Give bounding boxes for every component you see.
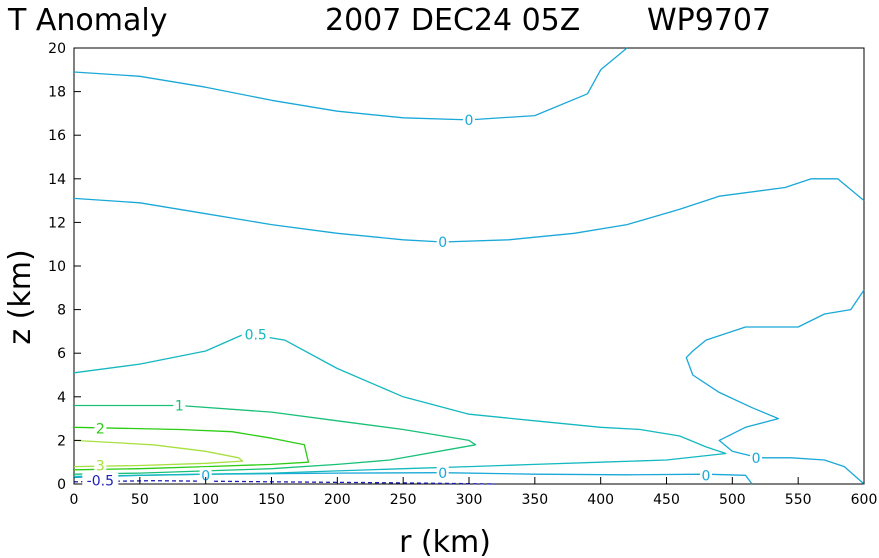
- y-tick-label-8: 8: [57, 303, 66, 319]
- y-tick-label-18: 18: [48, 85, 66, 101]
- y-axis-ticks: 0 2 4 6 8 10 12 14 16 18 20: [48, 41, 81, 493]
- contour-label-bg-6: [199, 467, 212, 483]
- contour-one: [73, 404, 477, 475]
- contour-label-7: 0: [438, 466, 447, 482]
- x-tick-label-150: 150: [258, 492, 285, 508]
- contour-label-6: 0: [201, 468, 210, 484]
- chart-title: T Anomaly 2007 DEC24 05Z WP9707: [7, 3, 771, 38]
- contour-label-0: 0: [465, 113, 474, 129]
- contour-zero-mid: [73, 178, 865, 243]
- x-tick-label-300: 300: [456, 492, 483, 508]
- x-tick-label-400: 400: [587, 492, 614, 508]
- y-tick-label-0: 0: [57, 477, 66, 493]
- x-tick-label-250: 250: [390, 492, 417, 508]
- contour-label-5: 3: [96, 458, 105, 474]
- contour-label-bg-4: [94, 420, 107, 436]
- y-tick-label-16: 16: [48, 128, 66, 144]
- y-axis-label: z (km): [3, 249, 38, 344]
- title-storm-id: WP9707: [647, 3, 771, 38]
- x-tick-label-350: 350: [521, 492, 548, 508]
- y-tick-label-20: 20: [48, 41, 66, 57]
- contour-label-2: 0.5: [245, 328, 267, 344]
- contour-label-bg-10: [82, 472, 119, 488]
- contour-zero-upper: [73, 47, 628, 121]
- contour-three: [73, 439, 244, 468]
- title-field: T Anomaly: [7, 3, 167, 38]
- x-tick-label-0: 0: [70, 492, 79, 508]
- contour-two: [73, 426, 310, 471]
- y-tick-label-12: 12: [48, 215, 66, 231]
- contour-label-8: 0: [702, 468, 711, 484]
- contour-label-bg-1: [436, 234, 449, 250]
- contour-label-bg-2: [241, 326, 270, 342]
- x-tick-label-200: 200: [324, 492, 351, 508]
- y-tick-label-4: 4: [57, 390, 66, 406]
- x-axis-ticks: 0 50 100 150 200 250 300 350 400 450 500 550 600: [70, 477, 878, 508]
- contour-labels: 0 0 0.5 1 2 3 0 0 0 0 -0.5: [82, 111, 763, 490]
- contour-half: [73, 332, 727, 478]
- contour-label-3: 1: [175, 399, 184, 415]
- contour-label-10: -0.5: [87, 474, 114, 490]
- contour-label-bg-9: [750, 449, 763, 465]
- contour-label-1: 0: [438, 235, 447, 251]
- x-tick-label-500: 500: [719, 492, 746, 508]
- contour-label-4: 2: [96, 421, 105, 437]
- contour-label-bg-3: [173, 397, 186, 413]
- y-tick-label-6: 6: [57, 346, 66, 362]
- y-tick-label-2: 2: [57, 433, 66, 449]
- y-tick-label-10: 10: [48, 259, 66, 275]
- y-tick-label-14: 14: [48, 172, 66, 188]
- x-tick-label-550: 550: [785, 492, 812, 508]
- contour-label-bg-5: [94, 457, 107, 473]
- contour-zero-right: [685, 289, 865, 485]
- contour-label-9: 0: [752, 451, 761, 467]
- x-axis-label: r (km): [399, 525, 491, 558]
- contour-label-bg-7: [436, 465, 449, 481]
- x-tick-label-600: 600: [851, 492, 878, 508]
- title-date: 2007 DEC24 05Z: [325, 3, 580, 38]
- contour-label-bg-8: [700, 467, 712, 483]
- x-tick-label-100: 100: [192, 492, 219, 508]
- x-tick-label-50: 50: [131, 492, 149, 508]
- x-tick-label-450: 450: [653, 492, 680, 508]
- contour-label-bg-0: [463, 111, 475, 127]
